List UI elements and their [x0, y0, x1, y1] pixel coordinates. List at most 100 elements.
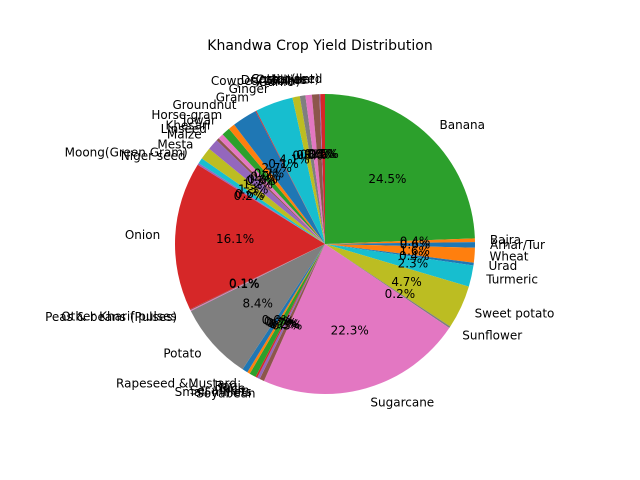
percent-label-maize: 1.2% — [242, 177, 273, 191]
pie-slice-rapeseed-mustard — [242, 244, 325, 373]
percent-label-ragi: 0.3% — [264, 314, 295, 328]
category-label-coriander: Coriander — [256, 72, 315, 86]
percent-label-arhar-tur: 0.6% — [400, 238, 431, 252]
pie-slice-maize — [209, 140, 325, 244]
category-label-groundnut: Groundnut — [172, 98, 236, 112]
category-label-jowar: Jowar — [182, 113, 216, 127]
category-label-cotton-lint: Cotton(lint) — [251, 72, 319, 86]
percent-label-castor-seed: 0.5% — [308, 147, 339, 161]
percent-label-other-kharif-pulses: 0.1% — [229, 276, 260, 290]
category-label-mesta: Mesta — [157, 137, 193, 151]
pie-slice-gram — [255, 110, 325, 245]
category-label-wheat: Wheat — [490, 249, 529, 263]
pie-slice-bajra — [325, 238, 475, 244]
category-label-small-millets: Small millets — [175, 385, 252, 399]
pie-slice-cotton-lint — [319, 94, 325, 244]
pie-slice-garlic — [292, 96, 325, 244]
pie-slice-coriander — [311, 94, 325, 244]
percent-label-cotton-lint: 0.1% — [307, 147, 338, 161]
category-label-arhar-tur: Arhar/Tur — [490, 238, 545, 252]
pie-slice-khesari — [218, 134, 325, 244]
pie-slice-moong-green-gram — [198, 158, 325, 244]
percent-label-mesta: 1.3% — [238, 183, 269, 197]
percent-label-peas-beans-pulses: 0.1% — [229, 277, 260, 291]
pie-slice-small-millets — [257, 244, 325, 380]
category-label-gram: Gram — [216, 91, 249, 105]
percent-label-niger-seed: 0.2% — [234, 189, 265, 203]
category-label-bajra: Bajra — [490, 233, 521, 247]
percent-label-gram: 0.1% — [268, 157, 299, 171]
pie-slice-peas-beans-pulses — [190, 244, 325, 312]
category-label-garlic: Garlic — [258, 75, 293, 89]
category-label-moong-green-gram: Moong(Green Gram) — [65, 145, 188, 159]
pie-slice-groundnut — [234, 111, 325, 244]
category-label-other-kharif-pulses: Other Kharif pulses — [61, 309, 176, 323]
percent-label-soyabean: 0.5% — [272, 319, 303, 333]
pie-slice-sweet-potato — [325, 244, 469, 327]
pie-slice-onion — [175, 164, 325, 310]
category-label-sunflower: Sunflower — [462, 329, 522, 343]
percent-label-coriander: 0.8% — [304, 147, 335, 161]
category-label-sweet-potato: Sweet potato — [475, 307, 555, 321]
pie-percent-labels: 24.5%0.4%0.6%1.6%0.4%2.3%4.7%0.2%22.3%0.… — [216, 147, 430, 338]
pie-slice-jowar — [222, 128, 325, 244]
pie-slice-banana — [325, 94, 475, 244]
category-label-niger-seed: Niger seed — [121, 149, 186, 163]
percent-label-onion: 16.1% — [216, 232, 254, 246]
pie-slice-arhar-tur — [325, 242, 476, 248]
category-label-ginger: Ginger — [229, 82, 269, 96]
category-label-maize: Maize — [167, 128, 202, 142]
pie-slice-mesta — [201, 148, 325, 244]
pie-slice-turmeric — [325, 244, 474, 287]
pie-slice-ginger — [256, 97, 325, 244]
category-label-khesari: Khesari — [165, 119, 210, 133]
percent-label-ginger: 4.1% — [279, 152, 310, 166]
percent-label-rapeseed-mustard: 0.6% — [262, 313, 293, 327]
category-label-ragi: Ragi — [215, 379, 241, 393]
category-label-turmeric: Turmeric — [485, 272, 538, 286]
pie-slice-dry-chillies — [305, 94, 325, 244]
pie-slice-cowpea-lobia — [299, 95, 325, 244]
pie-slice-castor-seed — [320, 93, 325, 244]
percent-label-urad: 0.4% — [399, 249, 430, 263]
category-label-sugarcane: Sugarcane — [370, 396, 434, 410]
category-label-dry-chillies: Dry chillies — [241, 73, 307, 87]
percent-label-horse-gram: 0.7% — [254, 167, 285, 181]
percent-label-rice: 0.7% — [266, 316, 297, 330]
percent-label-moong-green-gram: 0.6% — [235, 187, 266, 201]
percent-label-jowar: 0.9% — [250, 170, 281, 184]
pie-slice-niger-seed — [197, 163, 325, 244]
category-label-horse-gram: Horse-gram — [151, 108, 222, 122]
percent-label-dry-chillies: 0.7% — [300, 148, 331, 162]
percent-label-bajra: 0.4% — [400, 235, 431, 249]
pie-slice-wheat — [325, 244, 475, 263]
pie-slice-potato — [190, 244, 325, 370]
pie-slice-horse-gram — [228, 124, 325, 244]
category-label-urad: Urad — [489, 259, 518, 273]
category-label-soyabean: Soyabean — [196, 387, 255, 401]
percent-label-cowpea-lobia: 0.6% — [296, 148, 327, 162]
percent-label-sugarcane: 22.3% — [331, 324, 369, 338]
pie-slice-ragi — [247, 244, 325, 374]
pie-slice-other-kharif-pulses — [189, 244, 325, 311]
pie-slice-sesamum — [255, 244, 325, 378]
percent-label-linseed: 0.3% — [245, 174, 276, 188]
percent-label-garlic: 0.8% — [292, 149, 323, 163]
chart-title: Khandwa Crop Yield Distribution — [207, 38, 432, 54]
pie-slice-sunflower — [325, 244, 451, 329]
pie-slice-rice — [249, 244, 325, 377]
percent-label-groundnut: 2.7% — [261, 161, 292, 175]
percent-label-potato: 8.4% — [242, 297, 273, 311]
pie-slice-sugarcane — [263, 244, 450, 395]
pie-slices — [175, 93, 476, 395]
pie-slice-soyabean — [259, 244, 325, 382]
category-label-peas-beans-pulses: Peas & beans (Pulses) — [45, 310, 177, 324]
category-label-potato: Potato — [163, 347, 201, 361]
percent-label-sesamum: 0.2% — [269, 317, 300, 331]
percent-label-small-millets: 0.3% — [270, 318, 301, 332]
percent-label-khesari: 0.6% — [247, 172, 278, 186]
category-label-sesamum: Sesamum — [190, 384, 250, 398]
